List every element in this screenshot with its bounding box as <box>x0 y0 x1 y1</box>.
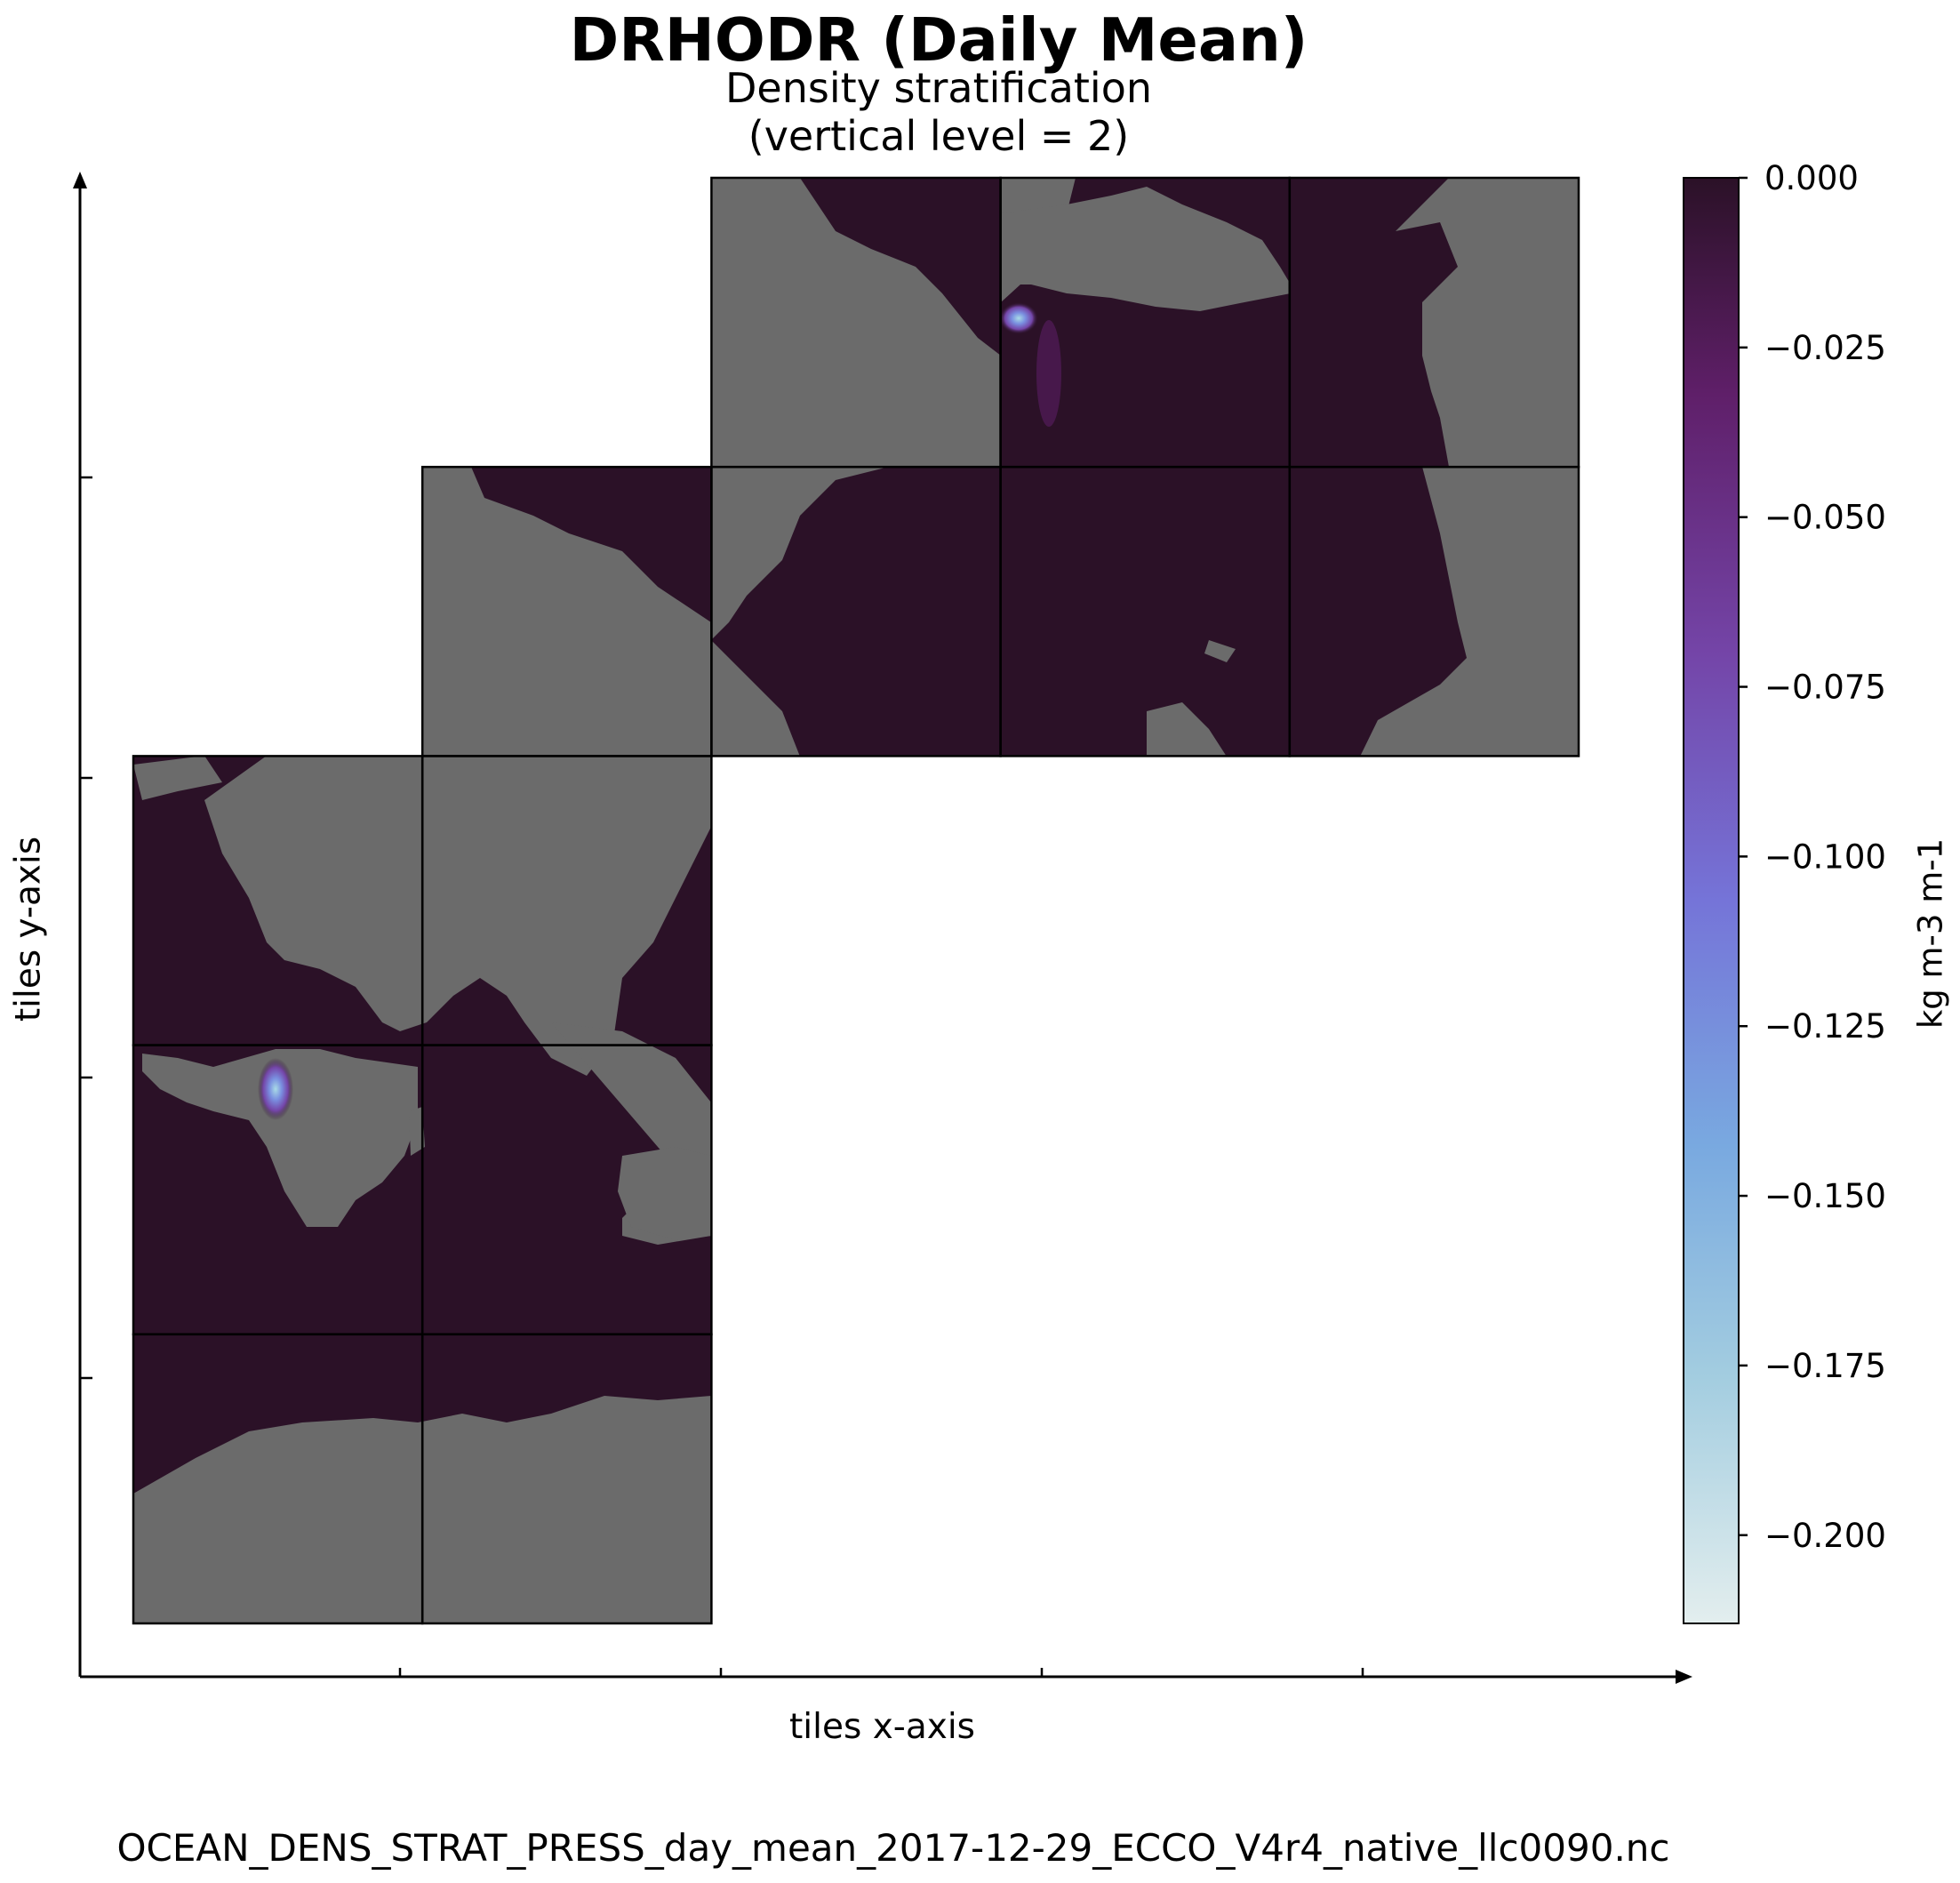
colorbar-tick-label-6: −0.150 <box>1764 1177 1886 1215</box>
colorbar-tick-label-1: −0.025 <box>1764 329 1886 367</box>
land-madagascar <box>409 1107 425 1156</box>
file-name-footer: OCEAN_DENS_STRAT_PRESS_day_mean_2017-12-… <box>116 1826 1670 1870</box>
colorbar-ticks: 0.000 −0.025 −0.050 −0.075 −0.100 −0.125 −0.15… <box>1739 159 1886 1555</box>
tile-3-3 <box>1000 467 1290 757</box>
colorbar-tick-label-3: −0.075 <box>1764 669 1886 707</box>
colorbar-tick-label-7: −0.175 <box>1764 1347 1886 1385</box>
land-layer <box>133 178 1579 1623</box>
hotspot-upper <box>999 302 1038 334</box>
land-australia <box>618 1147 711 1240</box>
land-europe-north <box>133 756 222 800</box>
colorbar-tick-label-0: 0.000 <box>1764 159 1859 197</box>
land-asia-east <box>711 467 889 640</box>
colorbar-gradient <box>1683 177 1740 1624</box>
axis-ticks <box>80 476 1364 1677</box>
land-north-atlantic-mass <box>1001 187 1291 311</box>
y-axis-arrow <box>73 172 87 188</box>
land-americas-upper <box>711 178 1001 467</box>
chart-subtitle-line-1: Density stratification <box>725 64 1152 112</box>
axes <box>73 172 1692 1684</box>
tile-border-4-4 <box>1288 176 1580 469</box>
colorbar-tick-label-4: −0.100 <box>1764 837 1886 876</box>
hotspot-layer <box>258 302 1061 1120</box>
hotspot-lower <box>258 1058 293 1120</box>
land-eurasia <box>204 756 711 1076</box>
colorbar-tick-label-8: −0.200 <box>1764 1517 1886 1555</box>
chart-subtitle-line-2: (vertical level = 2) <box>748 112 1130 160</box>
land-middle-ocean-island <box>1204 640 1236 662</box>
land-africa <box>142 1049 418 1227</box>
colorbar-label: kg m-3 m-1 <box>1911 837 1950 1030</box>
tile-borders <box>132 176 1580 1625</box>
chart-title: DRHODR (Daily Mean) <box>569 5 1308 75</box>
land-africa-right <box>1396 178 1579 467</box>
hotspot-upper-trail <box>1036 320 1061 427</box>
colorbar-tick-label-5: −0.125 <box>1764 1007 1886 1046</box>
land-asia-east-2 <box>711 640 800 757</box>
colorbar-tick-label-2: −0.050 <box>1764 499 1886 537</box>
land-africa-right-2 <box>1360 467 1579 757</box>
land-center-south <box>1147 702 1227 757</box>
x-axis-label: tiles x-axis <box>789 1707 975 1747</box>
land-north-america-arctic <box>423 467 711 757</box>
colorbar <box>1683 177 1740 1624</box>
y-axis-label: tiles y-axis <box>8 836 49 1022</box>
x-axis-arrow <box>1676 1670 1692 1684</box>
